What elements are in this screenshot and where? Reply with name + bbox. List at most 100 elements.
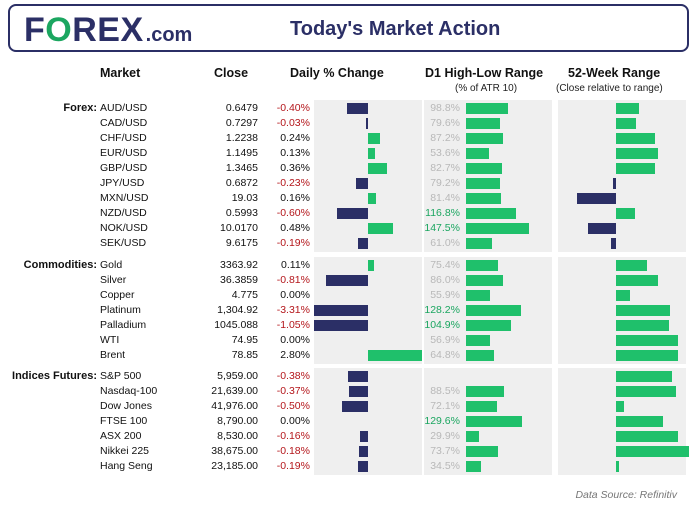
close-value: 0.5993 [225,207,258,219]
atr-range-bar [466,446,498,457]
market-name: GBP/USD [100,162,148,174]
close-value: 1,304.92 [217,304,258,316]
wk52-range-bar [612,178,616,189]
daily-change-value: -0.23% [276,177,310,189]
wk52-range-bar [616,118,637,129]
wk52-range-bar [616,305,671,316]
atr-range-bar [466,416,522,427]
market-name: JPY/USD [100,177,145,189]
atr-range-bar [466,223,530,234]
daily-change-bar [366,118,368,129]
atr-value: 129.6% [424,415,460,427]
wk52-range-bar [616,275,658,286]
atr-value: 79.6% [430,117,460,129]
market-name: CAD/USD [100,117,148,129]
close-value: 1.2238 [225,132,258,144]
wk52-range-bar [616,350,678,361]
atr-value: 34.5% [430,460,460,472]
daily-change-bar [368,193,377,204]
atr-range-bar [466,103,509,114]
wk52-range-bar [616,386,677,397]
wk52-range-bar [616,416,663,427]
wk52-range-bar [616,461,620,472]
daily-change-bar [359,431,368,442]
atr-value: 79.2% [430,177,460,189]
daily-change-bar [358,238,368,249]
atr-range-bar [466,238,493,249]
daily-change-value: -0.03% [276,117,310,129]
market-name: SEK/USD [100,237,147,249]
close-value: 36.3859 [220,274,258,286]
col-market-header: Market [100,66,141,80]
wk52-range-bar [616,133,655,144]
daily-change-value: 2.80% [280,349,310,361]
atr-value: 61.0% [430,237,460,249]
daily-change-value: -0.37% [276,385,310,397]
daily-change-value: -3.31% [276,304,310,316]
atr-value: 81.4% [430,192,460,204]
close-value: 1.3465 [225,162,258,174]
wk52-range-bar [577,193,616,204]
daily-change-value: -0.50% [276,400,310,412]
close-value: 19.03 [231,192,258,204]
atr-range-bar [466,290,491,301]
atr-value: 98.8% [430,102,460,114]
atr-value: 56.9% [430,334,460,346]
close-value: 0.6479 [225,102,258,114]
close-value: 8,790.00 [217,415,258,427]
atr-range-bar [466,320,512,331]
wk52-range-bar [616,335,678,346]
daily-change-bar [342,401,368,412]
daily-change-value: -0.19% [276,460,310,472]
atr-range-bar [466,275,503,286]
market-name: CHF/USD [100,132,147,144]
atr-range-bar [466,148,490,159]
wk52-range-bar [616,208,635,219]
close-value: 10.0170 [220,222,258,234]
daily-change-value: -0.60% [276,207,310,219]
market-name: Silver [100,274,127,286]
daily-change-value: -0.19% [276,237,310,249]
atr-value: 72.1% [430,400,460,412]
wk52-range-bar [616,260,647,271]
wk52-range-bar [616,148,658,159]
close-value: 38,675.00 [211,445,258,457]
wk52-range-bar [616,320,669,331]
close-value: 41,976.00 [211,400,258,412]
atr-range-bar [466,335,491,346]
atr-range-bar [466,350,494,361]
close-value: 9.6175 [225,237,258,249]
market-name: NZD/USD [100,207,147,219]
atr-value: 82.7% [430,162,460,174]
section-label: Commodities: [23,259,97,271]
daily-change-value: -1.05% [276,319,310,331]
daily-change-bar [368,163,387,174]
daily-change-bar [358,446,368,457]
daily-change-value: -0.40% [276,102,310,114]
daily-change-bar [314,320,368,331]
close-value: 4.775 [231,289,258,301]
market-name: S&P 500 [100,370,142,382]
daily-change-value: 0.24% [280,132,310,144]
atr-value: 88.5% [430,385,460,397]
col-close-header: Close [214,66,249,80]
forex-logo[interactable]: FOREX .com [24,11,192,49]
atr-range-bar [466,118,501,129]
daily-change-bar [347,103,368,114]
wk52-range-bar [616,446,689,457]
page-title: Today's Market Action [290,18,501,40]
atr-range-bar [466,401,497,412]
market-name: ASX 200 [100,430,142,442]
atr-range-bar [466,193,501,204]
close-value: 0.7297 [225,117,258,129]
daily-change-value: 0.13% [280,147,310,159]
data-source-note: Data Source: Refinitiv [575,489,677,501]
daily-change-value: 0.11% [281,259,310,271]
atr-value: 64.8% [430,349,460,361]
daily-change-bar [368,148,375,159]
atr-range-bar [466,260,499,271]
daily-change-bar [325,275,368,286]
atr-range-bar [466,386,505,397]
daily-change-bar [348,371,368,382]
daily-change-value: 0.00% [280,289,310,301]
